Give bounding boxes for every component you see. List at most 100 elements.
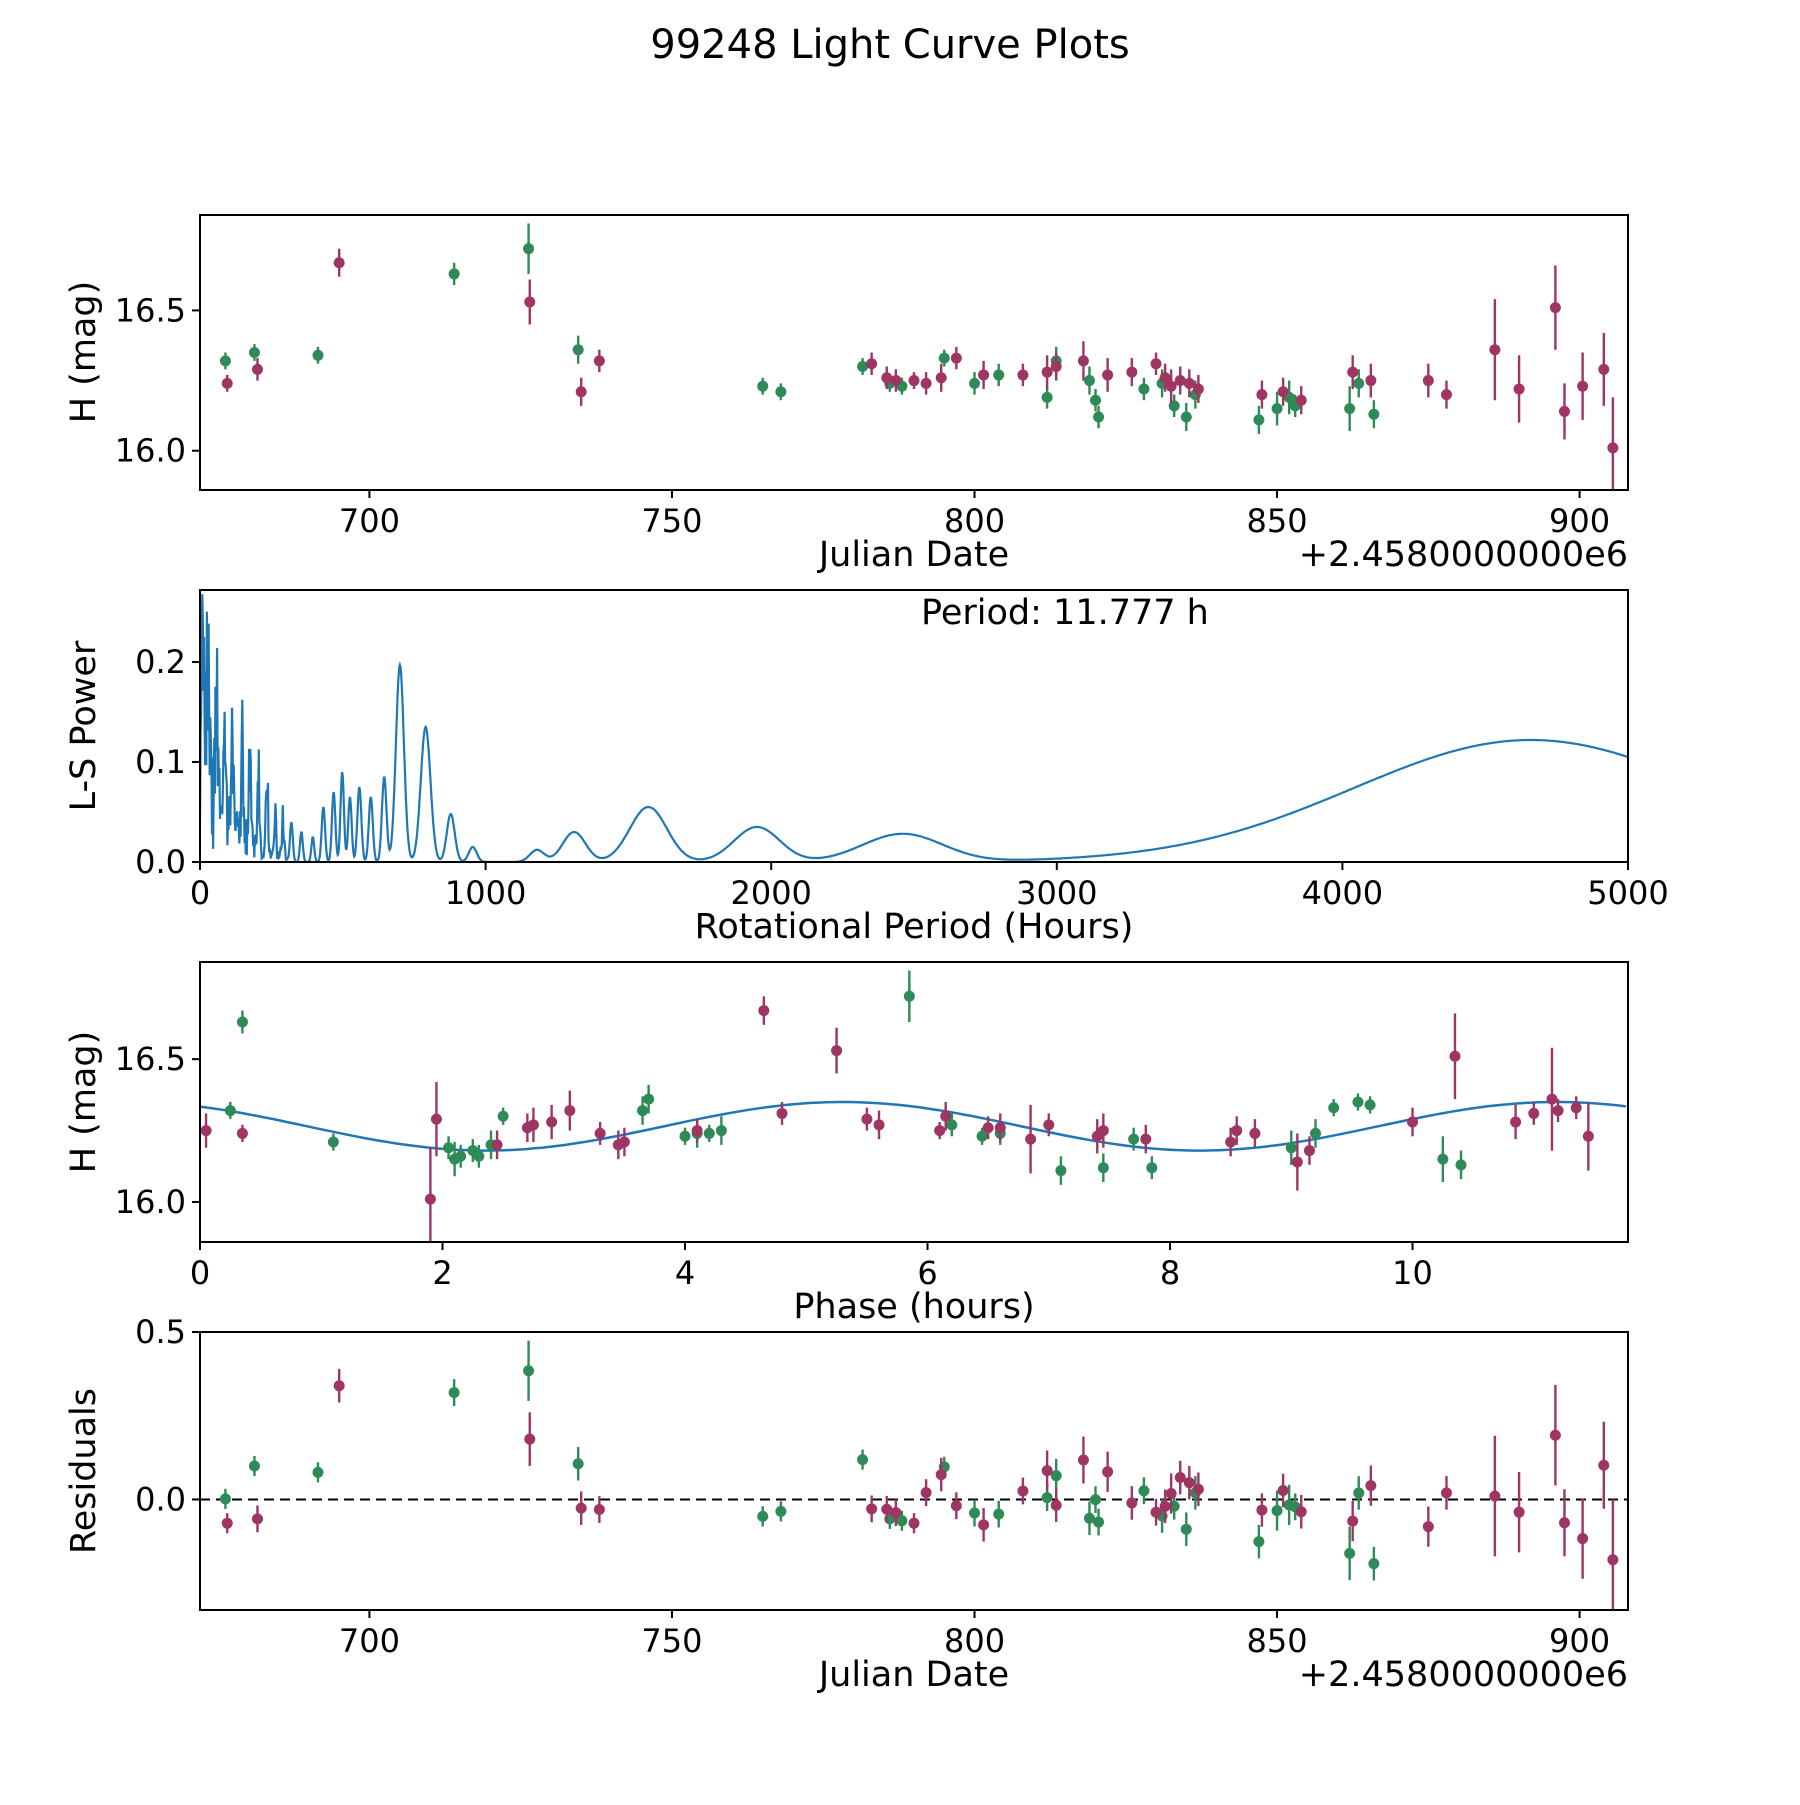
x-tick-label: 800: [944, 502, 1005, 540]
x-tick-label: 850: [1247, 502, 1308, 540]
light-curve-content: [219, 223, 1619, 490]
data-point: [1344, 1547, 1356, 1559]
data-point: [920, 1487, 932, 1499]
data-point: [200, 1125, 212, 1137]
data-point: [523, 243, 535, 255]
data-point: [861, 1113, 873, 1125]
data-point: [1256, 1504, 1268, 1516]
data-point: [248, 347, 260, 358]
data-point: [978, 369, 990, 381]
data-point: [831, 1045, 843, 1057]
data-point: [1253, 1536, 1265, 1548]
data-point: [940, 1110, 952, 1122]
data-point: [976, 1130, 988, 1142]
data-point: [1365, 375, 1377, 387]
data-point: [1083, 1512, 1095, 1524]
period-annotation: Period: 11.777 h: [921, 593, 1209, 633]
data-point: [448, 1387, 460, 1399]
x-tick-label: 900: [1549, 1622, 1610, 1660]
x-tick-label: 700: [339, 502, 400, 540]
data-point: [251, 1513, 263, 1525]
data-point: [890, 375, 902, 387]
data-point: [1513, 1506, 1525, 1518]
data-point: [908, 1517, 920, 1529]
data-point: [523, 1365, 535, 1377]
data-point: [1041, 1465, 1053, 1477]
data-point: [564, 1105, 576, 1117]
data-point: [857, 1454, 869, 1466]
data-point: [881, 372, 893, 384]
data-point: [491, 1139, 503, 1151]
fit-curve: [200, 1100, 1627, 1152]
data-point: [572, 1458, 584, 1470]
data-point: [1577, 1533, 1589, 1545]
data-point: [1138, 1485, 1150, 1497]
data-point: [866, 1503, 878, 1515]
data-point: [950, 352, 962, 364]
data-point: [1437, 1153, 1449, 1165]
data-point: [224, 1105, 236, 1117]
data-point: [935, 1469, 947, 1481]
data-point: [1256, 389, 1268, 401]
data-point: [1352, 1096, 1364, 1108]
periodogram-axes-box: [199, 589, 1629, 863]
data-point: [978, 1519, 990, 1531]
data-point: [594, 1127, 606, 1139]
plot4-y-axis-label: Residuals: [64, 1388, 104, 1554]
data-point: [524, 1433, 536, 1445]
data-point: [1353, 1487, 1365, 1499]
data-point: [1077, 1454, 1089, 1466]
periodogram-content: [200, 594, 1628, 862]
residuals-axes-box: [199, 1331, 1629, 1611]
data-point: [1549, 302, 1561, 314]
data-point: [497, 1110, 509, 1122]
x-tick-label: 4000: [1302, 874, 1383, 912]
data-point: [1558, 405, 1570, 417]
data-point: [1174, 375, 1186, 387]
data-point: [1249, 1127, 1261, 1139]
x-tick-label: 10: [1392, 1254, 1433, 1292]
data-point: [236, 1127, 248, 1139]
y-tick-label: 0.0: [135, 843, 186, 881]
x-tick-label: 2: [432, 1254, 452, 1292]
data-point: [679, 1130, 691, 1142]
x-tick-label: 6: [917, 1254, 937, 1292]
data-point: [1291, 1156, 1303, 1168]
data-point: [1440, 1487, 1452, 1499]
data-point: [775, 1505, 787, 1517]
data-point: [776, 1107, 788, 1119]
x-tick-label: 900: [1549, 502, 1610, 540]
data-point: [1017, 369, 1029, 381]
data-point: [1126, 366, 1138, 378]
plot1-y-axis-label: H (mag): [64, 281, 104, 424]
data-point: [1159, 372, 1171, 384]
data-point: [1090, 1494, 1102, 1506]
plot4-x-axis-offset: +2.4580000000e6: [1299, 1655, 1628, 1695]
data-point: [1295, 1506, 1307, 1518]
data-point: [691, 1125, 703, 1137]
data-point: [448, 268, 460, 280]
data-point: [1077, 355, 1089, 367]
data-point: [1295, 394, 1307, 406]
phase-curve-axes-box: [199, 961, 1629, 1243]
plots-root: 700 750 800 850 900 16.0 16.5 0 1000 2000 3000 4000…: [115, 214, 1669, 1660]
data-point: [775, 386, 787, 398]
data-point: [903, 990, 915, 1002]
data-point: [1407, 1116, 1419, 1128]
data-point: [1146, 1162, 1158, 1174]
data-point: [950, 1500, 962, 1512]
data-point: [1050, 1470, 1062, 1482]
data-point: [1231, 1125, 1243, 1137]
data-point: [1253, 414, 1265, 426]
data-point: [1150, 1506, 1162, 1518]
y-tick-label: 16.5: [115, 1040, 186, 1078]
data-point: [1353, 377, 1365, 389]
data-point: [1303, 1145, 1315, 1157]
data-point: [1097, 1162, 1109, 1174]
data-point: [1050, 1499, 1062, 1511]
data-point: [1093, 1516, 1105, 1528]
data-point: [1310, 1127, 1322, 1139]
data-point: [1364, 1099, 1376, 1111]
data-point: [219, 355, 231, 367]
